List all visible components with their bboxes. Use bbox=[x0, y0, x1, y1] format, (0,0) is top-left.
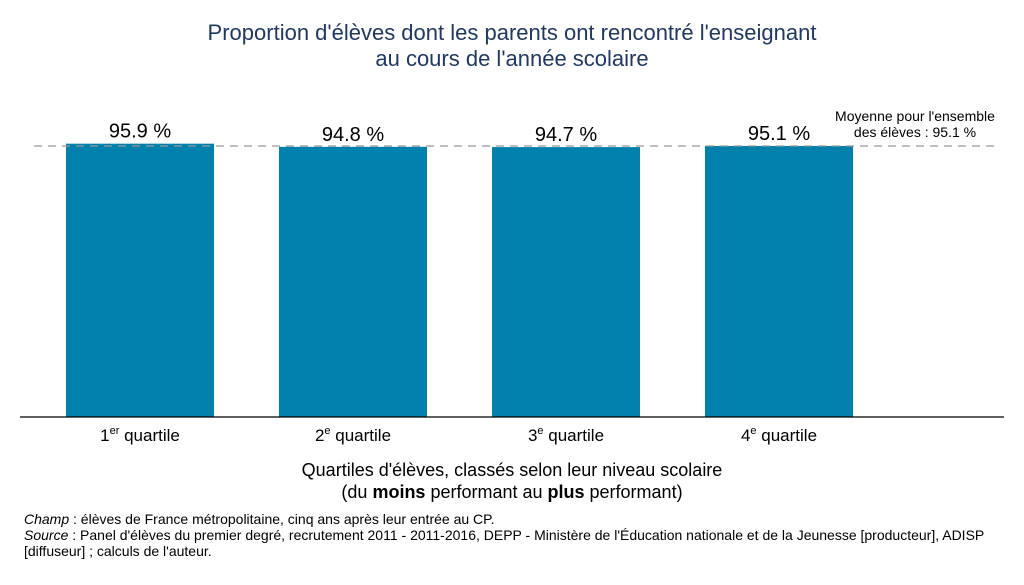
x-tick-label: 3e quartile bbox=[528, 425, 604, 445]
source-text: : Panel d'élèves du premier degré, recru… bbox=[24, 527, 984, 559]
x-axis-label: Quartiles d'élèves, classés selon leur n… bbox=[0, 459, 1024, 503]
x-tick-label: 4e quartile bbox=[741, 425, 817, 445]
data-label: 94.8 % bbox=[322, 124, 384, 146]
x-axis-label-text: (du bbox=[341, 482, 373, 502]
x-axis-label-bold-moins: moins bbox=[372, 482, 426, 502]
data-label: 95.1 % bbox=[748, 123, 810, 145]
x-axis-label-line1: Quartiles d'élèves, classés selon leur n… bbox=[301, 460, 723, 480]
chart-notes: Champ : élèves de France métropolitaine,… bbox=[24, 511, 1009, 559]
average-label: des élèves : 95.1 % bbox=[854, 124, 976, 140]
bar bbox=[492, 147, 640, 418]
champ-text: : élèves de France métropolitaine, cinq … bbox=[69, 511, 495, 527]
chart-title-line1: Proportion d'élèves dont les parents ont… bbox=[207, 20, 817, 45]
champ-note: Champ : élèves de France métropolitaine,… bbox=[24, 511, 1009, 527]
x-axis-label-line2: (du moins performant au plus performant) bbox=[0, 481, 1024, 503]
bar-chart: 95.9 % 1er quartile 94.8 % 2e quartile 94.7 … bbox=[20, 108, 1004, 445]
chart-title: Proportion d'élèves dont les parents ont… bbox=[0, 20, 1024, 72]
x-axis-label-bold-plus: plus bbox=[547, 482, 585, 502]
x-axis-label-text: performant) bbox=[584, 482, 683, 502]
data-label: 94.7 % bbox=[535, 124, 597, 146]
champ-label: Champ bbox=[24, 511, 70, 527]
source-label: Source bbox=[24, 527, 69, 543]
x-axis-label-text: performant au bbox=[425, 482, 548, 502]
average-label: Moyenne pour l'ensemble bbox=[835, 108, 995, 124]
bar bbox=[66, 143, 214, 417]
x-tick-label: 2e quartile bbox=[315, 425, 391, 445]
data-label: 95.9 % bbox=[109, 121, 171, 143]
x-tick-label: 1er quartile bbox=[100, 425, 180, 445]
source-note: Source : Panel d'élèves du premier degré… bbox=[24, 527, 1009, 559]
bar bbox=[279, 146, 427, 417]
chart-title-line2: au cours de l'année scolaire bbox=[375, 46, 649, 71]
bar bbox=[705, 145, 853, 417]
